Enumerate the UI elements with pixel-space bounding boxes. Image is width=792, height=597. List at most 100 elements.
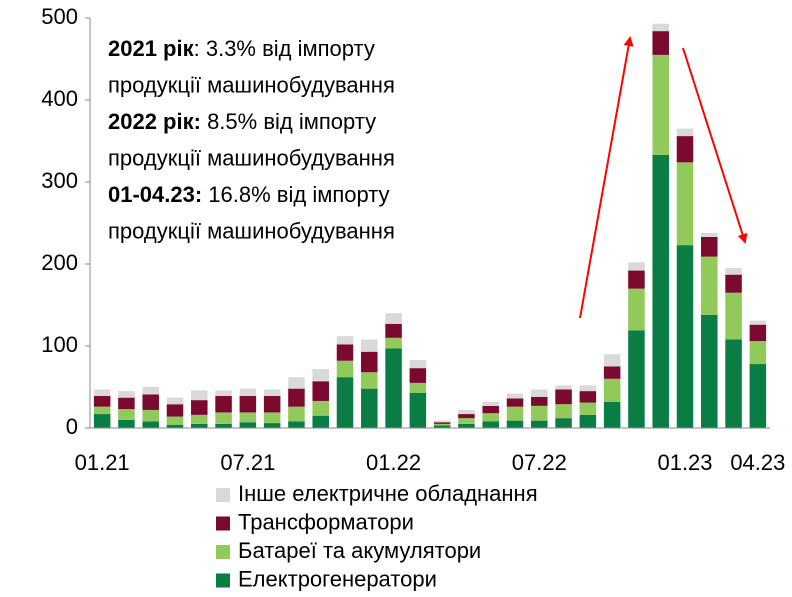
bar-segment [263,423,281,428]
bar-segment [603,401,621,428]
annotation-text: 2021 рік [108,36,195,61]
x-tick-label: 07.22 [512,450,567,475]
bar-segment [142,394,159,410]
annotation-line: продукції машинобудування [108,145,395,170]
bar-segment [579,414,597,428]
legend-label: Інше електричне обладнання [238,481,538,506]
annotation-line: продукції машинобудування [108,218,395,243]
bar-segment [361,388,378,428]
arrow-up [579,36,634,319]
bar-segment [628,270,645,289]
bar-segment [458,418,475,424]
bar-segment [191,390,208,401]
legend-label: Батареї та акумулятори [238,538,481,563]
y-tick-label: 400 [41,86,78,111]
bar-segment [603,354,621,367]
bar-segment [458,414,475,419]
bar-segment [701,314,718,428]
bar-segment [652,23,669,32]
bar-segment [433,422,451,424]
bar-segment [579,391,597,403]
bar-segment [725,292,742,340]
bar-segment [312,400,329,416]
x-tick-label: 07.21 [220,450,275,475]
legend-swatch [216,516,230,531]
bar-segment [191,400,208,415]
bar-segment [749,320,767,325]
legend-swatch [216,545,230,559]
bar-segment [676,162,694,246]
bar-segment [166,424,184,428]
bar-segment [239,412,257,423]
bar-segment [725,274,742,293]
bar-segment [482,405,499,414]
bar-segment [142,387,159,395]
bar-segment [409,368,427,383]
bar-segment [433,425,451,428]
bar-segment [239,388,257,397]
bar-segment [93,414,111,428]
bar-segment [628,262,645,271]
annotation-text: 01-04.23: [108,182,202,207]
y-tick-label: 200 [41,250,78,275]
annotation-text: продукції машинобудування [108,145,395,170]
bar-segment [652,154,669,428]
bar-segment [263,389,281,397]
bar-segment [676,128,694,137]
bar-segment [749,364,767,428]
bar-segment [288,421,305,428]
bar-segment [482,421,499,428]
bar-segment [555,385,572,390]
bar-segment [506,406,524,421]
bar-segment [312,415,329,428]
bar-segment [93,389,111,397]
annotation-line: 2021 рік: 3.3% від імпорту [108,36,375,61]
bar-segment [142,421,159,428]
bar-segment [531,389,548,397]
bar-segment [531,396,548,406]
bar-segment [385,337,402,349]
bar-segment [263,396,281,413]
bar-segment [628,288,645,331]
bar-segment [555,418,572,428]
x-tick-label: 01.23 [657,450,712,475]
bar-segment [725,268,742,275]
annotation-text: 16.8% від імпорту [202,182,389,207]
bar-segment [312,381,329,401]
bar-segment [336,336,354,345]
bar-segment [482,401,499,406]
bar-segment [118,409,135,420]
bar-segment [628,330,645,428]
bar-segment [93,396,111,407]
bar-segment [676,136,694,163]
annotation-line: продукції машинобудування [108,72,395,97]
bar-segment [652,54,669,155]
y-tick-label: 0 [66,414,78,439]
bar-segment [749,341,767,365]
arrow-down [682,47,748,244]
bar-segment [142,409,159,422]
bar-segment [166,416,184,425]
bar-segment [385,313,402,324]
x-tick-label: 01.22 [366,450,421,475]
bar-segment [312,368,329,382]
bar-segment [531,405,548,421]
bar-segment [361,351,378,373]
bar-segment [555,389,572,405]
bar-segment [433,420,451,423]
bar-segment [336,377,354,428]
legend-label: Трансформатори [238,509,414,534]
bar-segment [118,419,135,428]
bar-segment [506,393,524,399]
bar-segment [506,398,524,407]
legend-label: Електрогенератори [238,566,437,591]
y-tick-label: 300 [41,168,78,193]
bar-segment [458,423,475,428]
bar-segment [385,348,402,428]
bar-segment [118,397,135,410]
bar-segment [361,372,378,389]
bar-segment [385,323,402,338]
annotation-text: продукції машинобудування [108,218,395,243]
bar-segment [336,344,354,361]
